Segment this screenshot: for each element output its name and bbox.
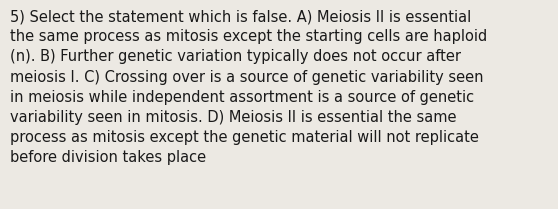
Text: 5) Select the statement which is false. A) Meiosis II is essential
the same proc: 5) Select the statement which is false. … [10, 9, 487, 165]
